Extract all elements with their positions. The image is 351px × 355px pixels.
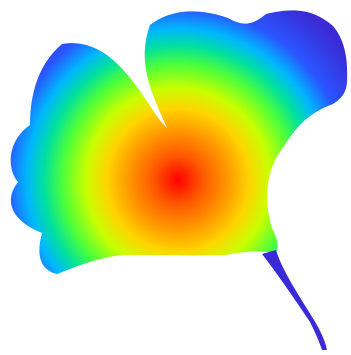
leaf-stem (262, 250, 327, 350)
leaf-blade (10, 10, 348, 275)
